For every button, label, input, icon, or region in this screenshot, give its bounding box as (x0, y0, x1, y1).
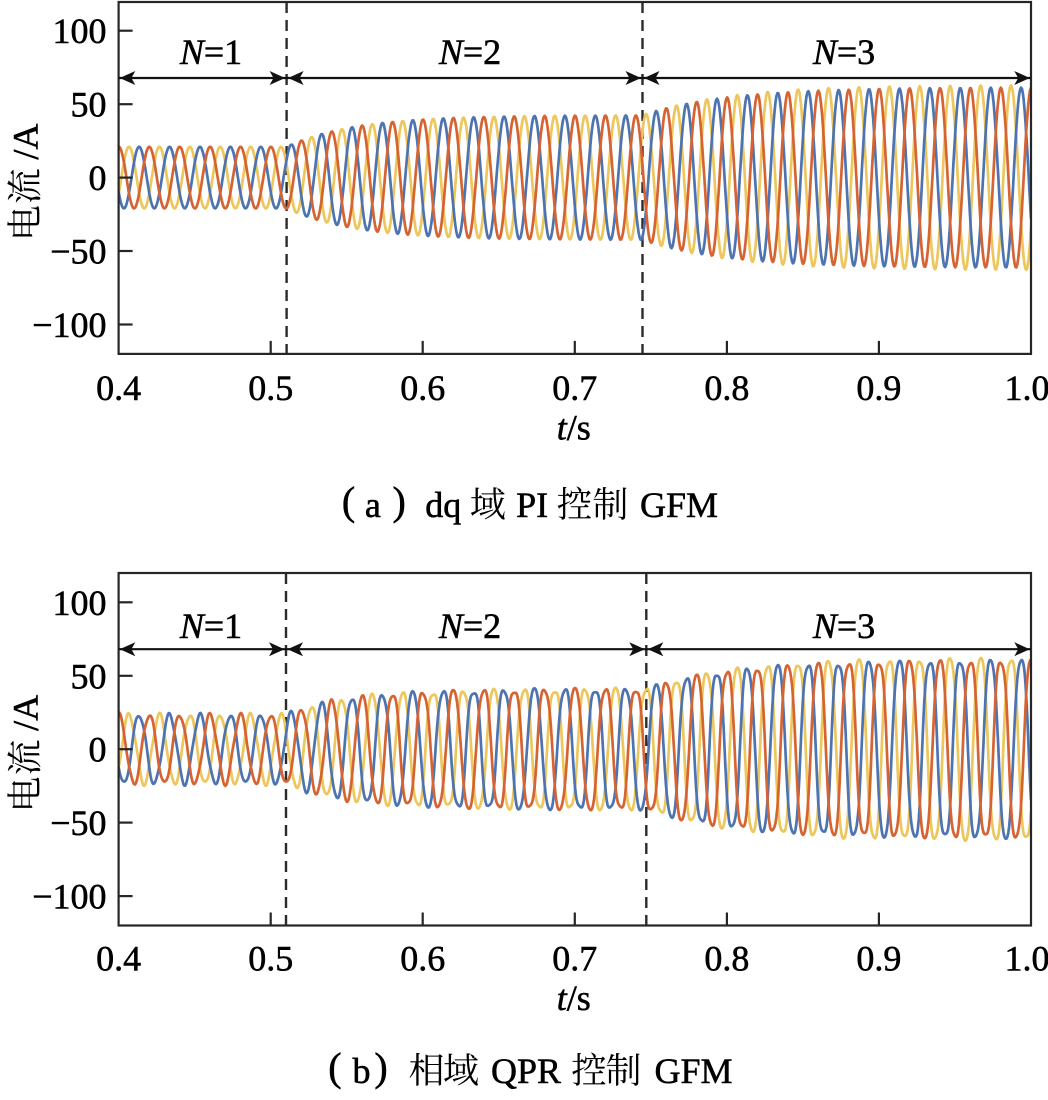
svg-text:GFM: GFM (655, 1051, 733, 1091)
svg-text:N=3: N=3 (812, 606, 875, 646)
svg-text:(: ( (328, 1045, 341, 1090)
svg-text:QPR: QPR (491, 1051, 561, 1091)
svg-text:0.4: 0.4 (96, 368, 141, 408)
svg-text:N=2: N=2 (438, 32, 501, 72)
svg-text:N=1: N=1 (179, 606, 242, 646)
svg-text:(: ( (342, 479, 355, 524)
svg-text:0.9: 0.9 (856, 368, 901, 408)
svg-text:0.8: 0.8 (704, 939, 749, 979)
svg-text:): ) (374, 1045, 387, 1090)
svg-text:t/s: t/s (557, 408, 591, 448)
svg-text:1.0: 1.0 (1005, 368, 1048, 408)
svg-text:t/s: t/s (557, 978, 591, 1018)
svg-text:0.7: 0.7 (552, 368, 597, 408)
svg-text:0: 0 (89, 158, 107, 198)
svg-text:100: 100 (53, 583, 107, 623)
svg-text:N=1: N=1 (179, 32, 242, 72)
svg-text:−100: −100 (32, 877, 106, 917)
svg-text:0.6: 0.6 (400, 368, 445, 408)
svg-text:0.6: 0.6 (400, 939, 445, 979)
svg-text:dq: dq (425, 485, 461, 525)
svg-text:): ) (393, 479, 406, 524)
svg-text:0: 0 (89, 730, 107, 770)
svg-text:a: a (365, 485, 381, 525)
svg-text:PI: PI (516, 485, 548, 525)
svg-text:0.5: 0.5 (248, 939, 293, 979)
svg-text:−50: −50 (50, 803, 106, 843)
svg-text:50: 50 (71, 656, 107, 696)
svg-text:N=3: N=3 (812, 32, 875, 72)
svg-text:0.4: 0.4 (96, 939, 141, 979)
svg-text:−50: −50 (50, 232, 106, 272)
svg-text:0.7: 0.7 (552, 939, 597, 979)
svg-text:100: 100 (53, 11, 107, 51)
svg-text:−100: −100 (32, 305, 106, 345)
svg-text:GFM: GFM (640, 485, 718, 525)
svg-text:0.9: 0.9 (856, 939, 901, 979)
svg-text:0.5: 0.5 (248, 368, 293, 408)
svg-text:50: 50 (71, 85, 107, 125)
svg-text:N=2: N=2 (438, 606, 501, 646)
svg-text:/A: /A (6, 695, 46, 731)
svg-text:0.8: 0.8 (704, 368, 749, 408)
svg-text:1.0: 1.0 (1005, 939, 1048, 979)
svg-text:/A: /A (6, 124, 46, 160)
svg-text:b: b (353, 1051, 371, 1091)
